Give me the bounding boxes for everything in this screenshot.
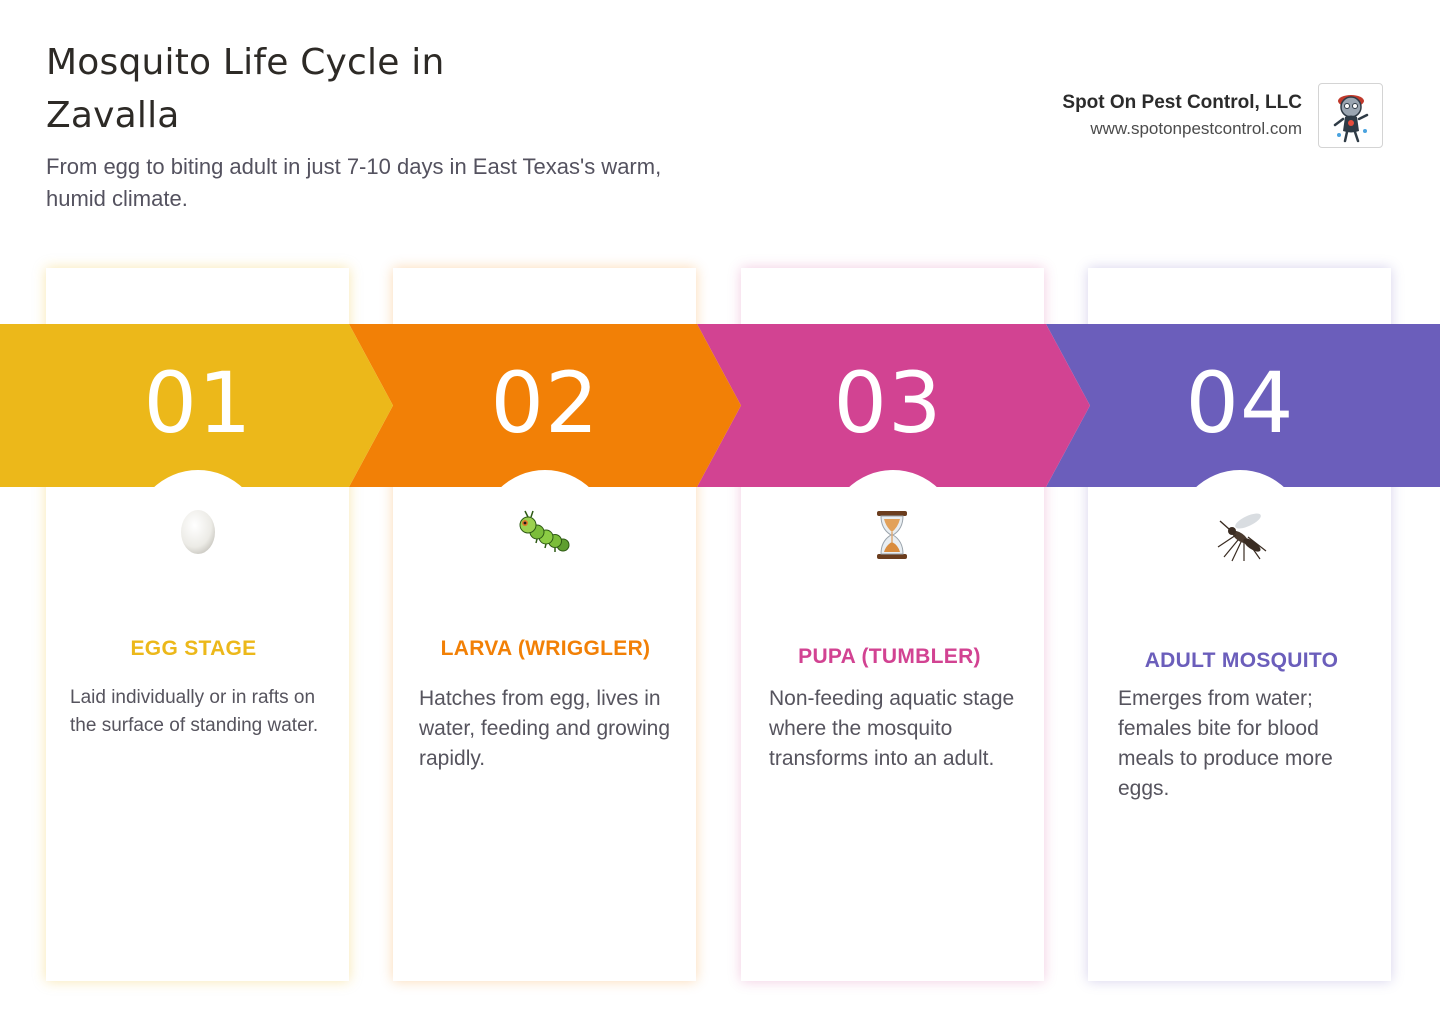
stage-number-4: 04 (1185, 354, 1295, 452)
brand-url[interactable]: www.spotonpestcontrol.com (1090, 118, 1302, 138)
hourglass-icon (877, 511, 907, 559)
stage-title-egg: EGG STAGE (130, 637, 257, 660)
brand-name: Spot On Pest Control, LLC (1062, 91, 1302, 113)
brand-block: Spot On Pest Control, LLC www.spotonpest… (1062, 83, 1383, 148)
stage-arrow-4 (1046, 324, 1440, 487)
stage-title-adult: ADULT MOSQUITO (1144, 649, 1339, 672)
stage-description-pupa: Non-feeding aquatic stage where the mosq… (769, 687, 1015, 770)
mosquito-icon (1217, 513, 1267, 562)
stage-description-egg: Laid individually or in rafts on the sur… (70, 687, 319, 736)
stage-title-larva: LARVA (WRIGGLER) (440, 637, 651, 660)
stage-arrow-band (0, 324, 1440, 487)
stage-description-larva: Hatches from egg, lives in water, feedin… (419, 687, 671, 770)
stage-number-2: 02 (490, 354, 600, 452)
mascot-logo-icon (1318, 83, 1383, 148)
stage-title-pupa: PUPA (TUMBLER) (798, 645, 981, 668)
caterpillar-icon (519, 510, 570, 552)
egg-icon (181, 510, 215, 554)
stage-description-adult: Emerges from water; females bite for blo… (1118, 687, 1333, 800)
stage-number-1: 01 (143, 354, 253, 452)
stage-arrow-3 (697, 324, 1090, 487)
stage-number-3: 03 (833, 354, 943, 452)
page-subtitle: From egg to biting adult in just 7-10 da… (46, 154, 662, 211)
stage-arrow-2 (349, 324, 741, 487)
brand-text: Spot On Pest Control, LLC www.spotonpest… (1062, 90, 1302, 142)
page-title: Mosquito Life Cycle in Zavalla (46, 42, 445, 136)
stage-arrow-1 (0, 324, 393, 487)
